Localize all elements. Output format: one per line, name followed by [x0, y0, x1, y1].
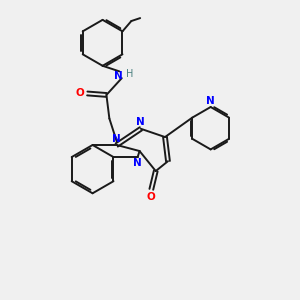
Text: N: N: [112, 134, 121, 144]
Text: H: H: [126, 69, 134, 79]
Text: N: N: [206, 95, 215, 106]
Text: N: N: [133, 158, 142, 168]
Text: O: O: [146, 192, 155, 202]
Text: N: N: [114, 71, 123, 81]
Text: N: N: [136, 117, 145, 127]
Text: O: O: [76, 88, 84, 98]
